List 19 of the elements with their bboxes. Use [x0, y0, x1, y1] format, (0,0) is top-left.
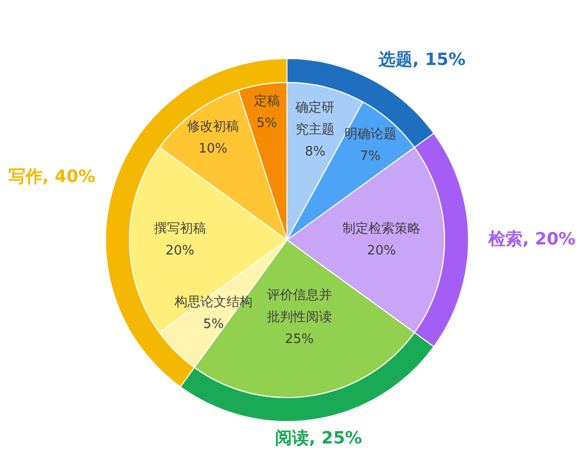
slice-label: 明确论题: [344, 126, 396, 142]
slice-label: 修改初稿: [186, 119, 239, 134]
data-label: 8%: [304, 144, 326, 160]
slice-label: 写作, 40%: [8, 167, 96, 188]
data-label: 5%: [256, 116, 278, 131]
slice-label: 评价信息并批判性阅读: [266, 288, 332, 326]
data-label: 5%: [203, 316, 224, 332]
slice-label: 制定检索策略: [342, 221, 420, 236]
slice-label: 确定研究主题: [294, 100, 335, 138]
data-label: 20%: [367, 243, 396, 258]
data-label: 10%: [198, 141, 228, 156]
slice-label: 阅读, 25%: [274, 428, 362, 448]
data-label: 7%: [360, 148, 381, 164]
slice-label: 定稿: [254, 94, 280, 109]
data-label: 25%: [284, 332, 314, 348]
slice-label: 撰写初稿: [154, 221, 206, 236]
data-label: 20%: [165, 243, 194, 258]
slice-label: 检索, 20%: [488, 229, 576, 250]
slice-label: 选题, 15%: [377, 50, 466, 70]
